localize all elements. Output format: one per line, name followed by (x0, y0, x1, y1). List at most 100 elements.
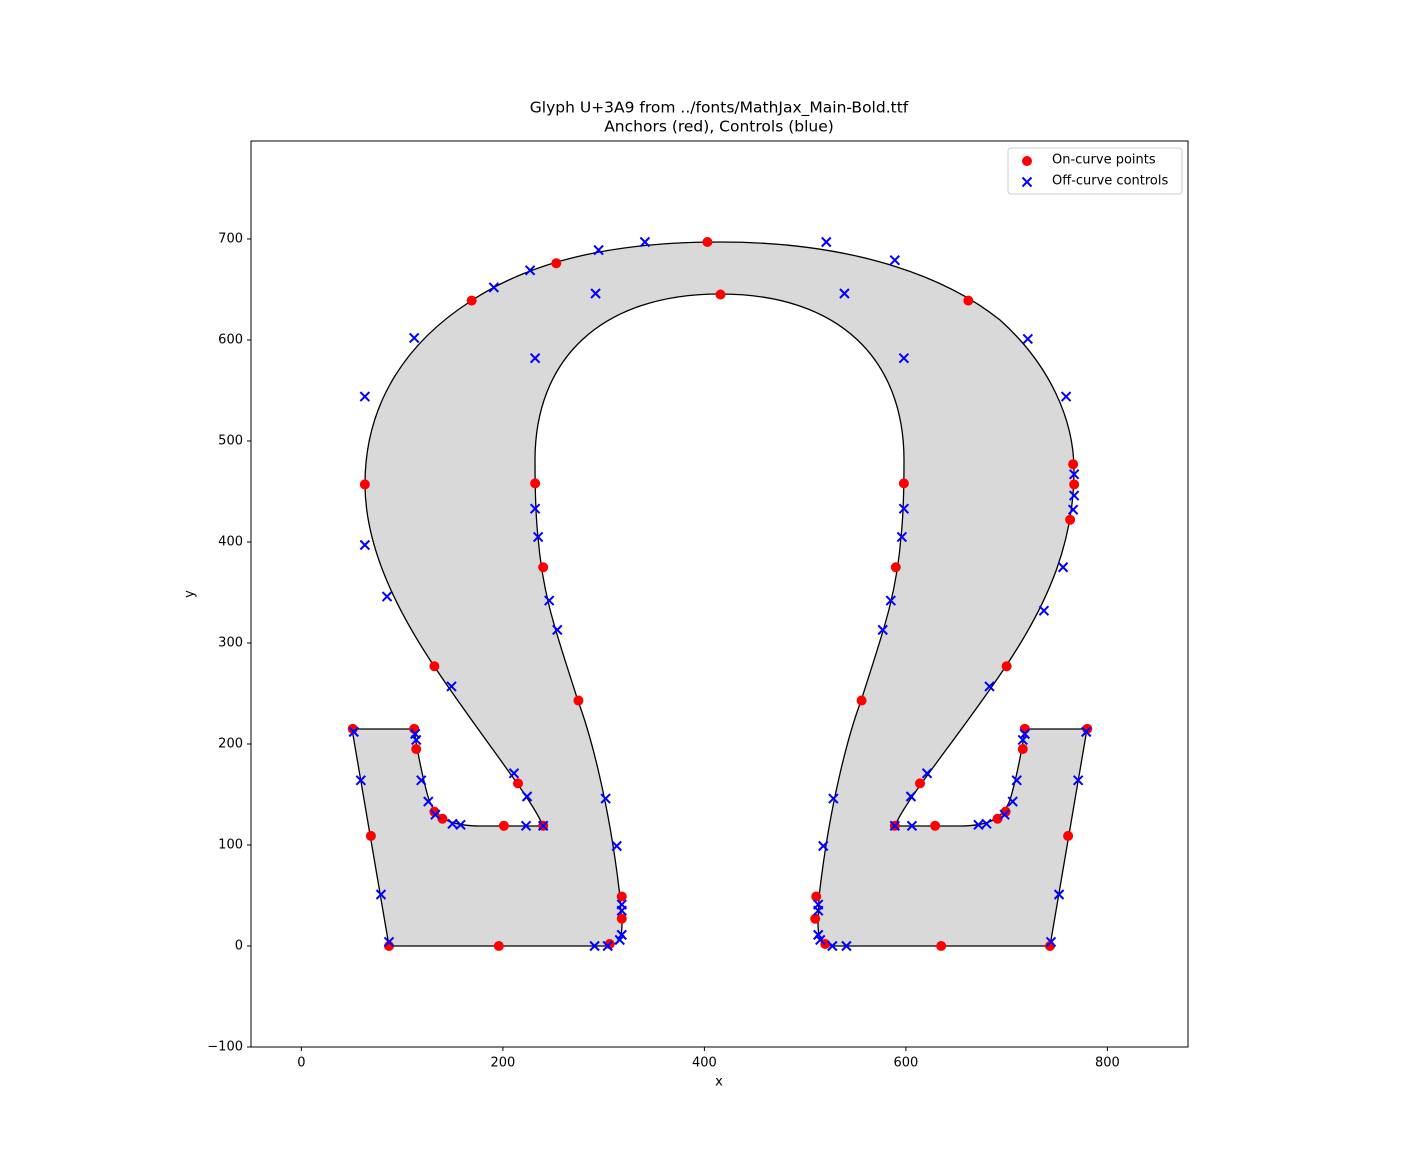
point (715, 289, 726, 300)
point (532, 531, 544, 543)
point (520, 820, 532, 832)
point (455, 819, 466, 831)
point (1007, 796, 1018, 807)
y-axis-label: y (183, 590, 198, 598)
point (885, 595, 896, 606)
point (973, 819, 984, 831)
y-tick-label: 0 (235, 938, 243, 953)
point (498, 820, 509, 831)
point (530, 478, 541, 489)
point (821, 236, 832, 248)
point (1019, 728, 1030, 740)
point (544, 595, 555, 606)
point (488, 282, 500, 293)
point (992, 813, 1003, 824)
point (1067, 504, 1079, 515)
point (930, 820, 941, 831)
point (611, 840, 622, 852)
point (898, 352, 910, 364)
point (375, 889, 387, 900)
point (896, 531, 908, 543)
point (416, 775, 427, 786)
point (359, 391, 371, 402)
x-tick-label: 400 (692, 1056, 717, 1071)
point (981, 818, 992, 829)
point (1072, 775, 1084, 786)
point (493, 940, 504, 951)
point (602, 940, 613, 952)
chart-title: Glyph U+3A9 from ../fonts/MathJax_Main-B… (530, 99, 909, 118)
legend-label: Off-curve controls (1052, 174, 1168, 189)
point (1081, 726, 1092, 738)
point (1068, 490, 1080, 501)
point (889, 254, 901, 266)
y-tick-label: 700 (218, 231, 243, 246)
point (552, 624, 563, 636)
point (1063, 830, 1074, 841)
point (811, 891, 822, 902)
point (600, 793, 611, 804)
point (1017, 744, 1028, 755)
point (1001, 661, 1012, 672)
point (921, 768, 933, 779)
point (430, 809, 441, 820)
point (538, 562, 549, 573)
legend-label: On-curve points (1052, 153, 1156, 168)
point (936, 940, 947, 951)
point (446, 681, 457, 692)
point (437, 813, 448, 824)
point (521, 791, 533, 802)
point (813, 929, 824, 941)
point (365, 830, 376, 841)
point (429, 661, 440, 672)
point (590, 288, 601, 299)
point (1019, 723, 1030, 734)
point (963, 295, 974, 306)
y-tick-label: 500 (218, 433, 243, 448)
y-tick-label: 100 (218, 837, 243, 852)
point (1053, 889, 1065, 900)
legend-box (1007, 147, 1183, 195)
point (856, 695, 867, 706)
y-tick-label: 200 (218, 736, 243, 751)
point (1011, 775, 1022, 786)
point (355, 775, 367, 786)
point (1038, 605, 1050, 616)
point (423, 796, 434, 807)
point (529, 352, 541, 364)
point (810, 913, 821, 924)
point (914, 778, 925, 789)
point (616, 929, 627, 941)
point (348, 726, 359, 738)
point (551, 258, 562, 269)
point (616, 899, 627, 910)
point (383, 936, 395, 948)
point (702, 237, 713, 248)
point (906, 820, 918, 832)
point (447, 818, 458, 829)
y-tick-label: −100 (207, 1040, 243, 1055)
point (359, 539, 371, 551)
point (1057, 562, 1069, 573)
point (1068, 459, 1079, 470)
point (1017, 734, 1028, 746)
point (890, 562, 901, 573)
point (359, 479, 370, 490)
point (898, 503, 910, 514)
point (410, 728, 421, 740)
point (639, 236, 651, 248)
point (616, 913, 627, 924)
x-axis-label: x (715, 1075, 723, 1090)
point (827, 940, 838, 952)
point (411, 744, 422, 755)
point (593, 244, 604, 256)
x-tick-label: 200 (490, 1056, 515, 1071)
point (537, 820, 549, 832)
point (1065, 514, 1076, 525)
point (1068, 469, 1080, 480)
point (524, 265, 536, 276)
legend-marker (1022, 156, 1032, 166)
x-tick-label: 600 (893, 1056, 918, 1071)
legend-marker (1021, 176, 1033, 188)
